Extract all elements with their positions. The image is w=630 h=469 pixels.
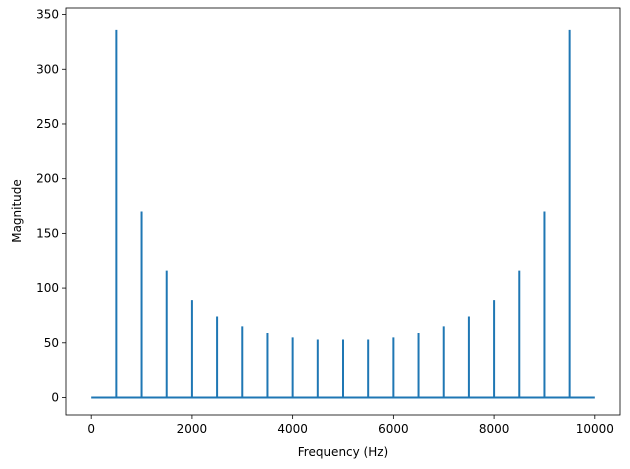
x-axis-label: Frequency (Hz)	[298, 445, 389, 459]
y-tick-label: 100	[36, 281, 59, 295]
y-tick-label: 150	[36, 226, 59, 240]
y-tick-label: 250	[36, 117, 59, 131]
y-tick-label: 0	[51, 390, 59, 404]
x-tick-label: 0	[87, 422, 95, 436]
x-tick-label: 4000	[277, 422, 308, 436]
y-tick-label: 200	[36, 172, 59, 186]
y-axis-label: Magnitude	[10, 179, 24, 243]
plot-frame	[65, 7, 621, 416]
data-line	[91, 29, 595, 399]
y-tick-label: 350	[36, 8, 59, 22]
x-tick-label: 10000	[576, 422, 614, 436]
y-tick-label: 300	[36, 62, 59, 76]
x-tick-label: 8000	[479, 422, 510, 436]
x-tick-label: 2000	[177, 422, 208, 436]
y-tick-label: 50	[44, 336, 59, 350]
x-tick-label: 6000	[378, 422, 409, 436]
